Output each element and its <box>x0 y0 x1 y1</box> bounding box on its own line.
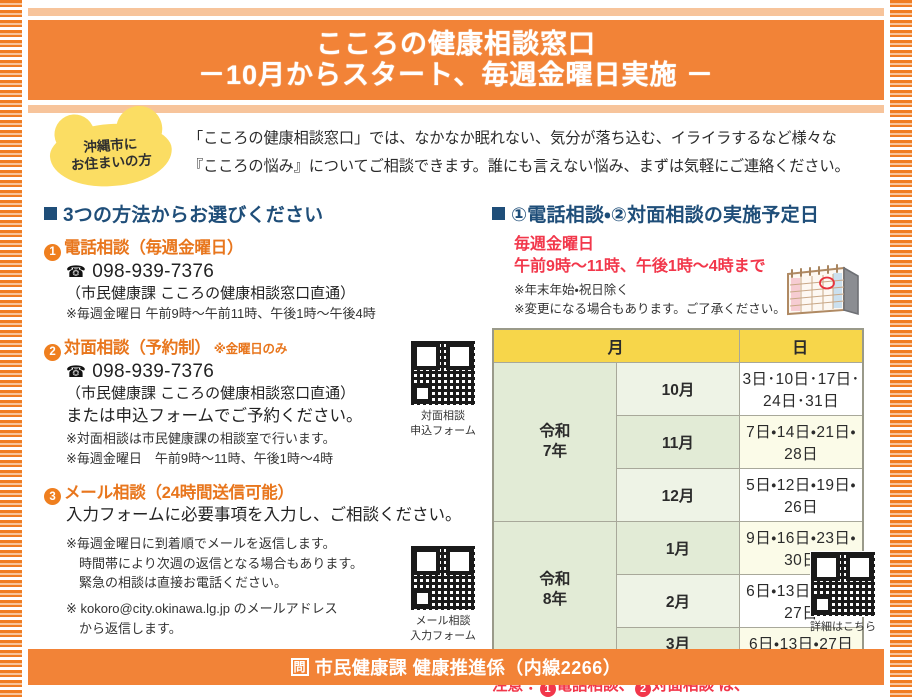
method-2-inperson: 2 対面相談（予約制） ※金曜日のみ ☎ 098-939-7376 （市民健康課… <box>44 334 478 469</box>
badge-line2: お住まいの方 <box>70 152 153 173</box>
number-badge-2-icon: 2 <box>44 343 61 361</box>
method-1-tel-number[interactable]: 098-939-7376 <box>92 260 215 282</box>
residency-cloud-badge: 沖縄市に お住まいの方 <box>47 119 175 191</box>
schedule-header-days: 日 <box>739 328 864 363</box>
method-3-note-3: 緊急の相談は直接お電話ください。 <box>79 575 288 591</box>
method-1-title: 電話相談（毎週金曜日） <box>64 239 244 257</box>
inquiry-icon: 問 <box>290 658 309 676</box>
method-2-note-2: ※毎週金曜日 午前9時～11時、午後1時～4時 <box>66 450 334 466</box>
schedule-note-1: ※年末年始・祝日除く <box>514 283 629 298</box>
footer-contact-bar: 問 市民健康課 健康推進係（内線2266） <box>28 649 884 685</box>
month-cell: 1月 <box>615 520 741 575</box>
number-badge-1-icon: 1 <box>44 243 61 261</box>
schedule-header-month: 月 <box>492 328 741 363</box>
header-peach-bar-top <box>28 8 884 16</box>
schedule-heading-block: 毎週金曜日 午前9時～11時、午後1時～4時まで ※年末年始・祝日除く ※変更に… <box>492 234 884 319</box>
method-1-note-1: ※毎週金曜日 午前9時～午前11時、午後1時～午後4時 <box>66 306 376 322</box>
qr-details-label: 詳細はこちら <box>810 621 876 634</box>
method-3-note-2: 時間帯により次週の返信となる場合もあります。 <box>79 555 364 571</box>
month-cell: 11月 <box>615 414 741 469</box>
intro-text: 「こころの健康相談窓口」では、なかなか眠れない、気分が落ち込む、イライラするなど… <box>188 125 880 181</box>
method-2-title: 対面相談（予約制） <box>64 339 211 357</box>
table-row: 11月 7日・14日・21日・28日 <box>493 414 864 469</box>
left-section-title: 3つの方法からお選びください <box>44 200 478 227</box>
year-cell-reiwa7: 令和 7年 <box>492 361 617 522</box>
method-2-note-1: ※対面相談は市民健康課の相談室で行います。 <box>66 431 336 446</box>
header-peach-bar-bottom <box>28 105 884 113</box>
qr-email-label-line2: 入力フォーム <box>410 629 476 642</box>
method-3-email: 3 メール相談（24時間送信可能） 入力フォームに必要事項を入力し、ご相談くださ… <box>44 479 478 639</box>
days-cell: 3日･10日･17日･24日･31日 <box>739 361 864 416</box>
right-column: ①電話相談・②対面相談の実施予定日 毎週金曜日 午前9時～11時、午後1時～4時… <box>478 200 884 698</box>
qr-email-input-form[interactable]: メール相談 入力フォーム <box>410 545 476 644</box>
number-badge-3-icon: 3 <box>44 488 61 505</box>
days-cell: 7日・14日・21日・28日 <box>739 414 864 469</box>
schedule-red-line1: 毎週金曜日 <box>514 236 595 253</box>
method-3-title: メール相談（24時間送信可能） <box>64 483 294 502</box>
table-row: 12月 5日・12日・19日・26日 <box>493 467 864 522</box>
left-column: 3つの方法からお選びください 1 電話相談（毎週金曜日） ☎ 098-939-7… <box>28 200 478 642</box>
footer-contact-text: 市民健康課 健康推進係（内線2266） <box>314 658 622 678</box>
method-2-heading: 2 対面相談（予約制） ※金曜日のみ <box>44 334 478 361</box>
intro-text-line2: 『こころの悩み』についてご相談できます。誰にも言えない悩み、まずは気軽にご連絡く… <box>188 158 850 176</box>
schedule-table-header-row: 月 日 <box>492 328 864 363</box>
qr-inperson-application-form[interactable]: 対面相談 申込フォーム <box>410 340 476 439</box>
decorative-right-border <box>890 0 912 699</box>
table-row: 令和 7年 10月 3日･10日･17日･24日･31日 <box>492 361 864 522</box>
method-3-form-instruction: 入力フォームに必要事項を入力し、ご相談ください。 <box>66 506 462 524</box>
method-2-subtitle: ※金曜日のみ <box>213 342 288 356</box>
qr-code-icon[interactable] <box>410 340 476 406</box>
header-title-line2: －10月からスタート、毎週金曜日実施 － <box>198 60 714 90</box>
method-2-tel-number[interactable]: 098-939-7376 <box>92 360 215 382</box>
schedule-red-line2: 午前9時～11時、午後1時～4時まで <box>514 258 766 276</box>
method-1-tel-line[interactable]: ☎ 098-939-7376 <box>66 261 478 283</box>
method-3-email-address-note: ※ kokoro@city.okinawa.lg.jp のメールアドレス <box>66 601 338 616</box>
qr-inperson-label-line2: 申込フォーム <box>410 424 476 437</box>
method-2-department: （市民健康課 こころの健康相談窓口直通） <box>66 384 356 402</box>
table-row: 令和 8年 1月 9日・16日・23日・30日 <box>492 520 864 660</box>
intro-section: 沖縄市に お住まいの方 「こころの健康相談窓口」では、なかなか眠れない、気分が落… <box>28 119 884 192</box>
left-section-title-label: 3つの方法からお選びください <box>63 205 324 226</box>
month-cell: 12月 <box>615 467 741 522</box>
square-bullet-icon <box>492 207 505 220</box>
qr-code-icon[interactable] <box>810 551 876 618</box>
number-badge-1-icon: 1 <box>539 681 556 698</box>
days-cell: 5日・12日・19日・26日 <box>739 467 864 522</box>
header-banner: こころの健康相談窓口 －10月からスタート、毎週金曜日実施 － <box>28 20 884 100</box>
qr-details-link[interactable]: 詳細はこちら <box>810 551 876 635</box>
right-section-title: ①電話相談・②対面相談の実施予定日 <box>492 200 884 227</box>
method-2-form-instruction: または申込フォームでご予約ください。 <box>66 407 363 426</box>
month-cell: 10月 <box>615 361 741 416</box>
right-section-title-label: ①電話相談・②対面相談の実施予定日 <box>511 205 820 226</box>
qr-inperson-label-line1: 対面相談 <box>421 410 465 422</box>
method-2-tel-line[interactable]: ☎ 098-939-7376 <box>66 361 478 383</box>
qr-code-icon[interactable] <box>410 545 476 611</box>
year-cell-reiwa8: 令和 8年 <box>492 520 617 660</box>
month-cell: 2月 <box>615 573 741 628</box>
intro-text-line1: 「こころの健康相談窓口」では、なかなか眠れない、気分が落ち込む、イライラするなど… <box>188 130 837 147</box>
decorative-left-border <box>0 0 22 699</box>
method-1-heading: 1 電話相談（毎週金曜日） <box>44 234 478 261</box>
schedule-note-2: ※変更になる場合もあります。ご了承ください。 <box>514 301 786 316</box>
header-title-line1: こころの健康相談窓口 <box>316 28 596 59</box>
qr-email-label-line1: メール相談 <box>415 615 471 627</box>
content-columns: 3つの方法からお選びください 1 電話相談（毎週金曜日） ☎ 098-939-7… <box>28 200 884 698</box>
number-badge-2-icon: 2 <box>635 681 652 698</box>
method-3-note-1: ※毎週金曜日に到着順でメールを返信します。 <box>66 535 336 551</box>
method-3-heading: 3 メール相談（24時間送信可能） <box>44 479 478 505</box>
square-bullet-icon <box>44 207 57 220</box>
telephone-icon: ☎ <box>66 263 87 281</box>
desk-calendar-illustration <box>787 264 859 316</box>
telephone-icon: ☎ <box>66 363 87 381</box>
method-3-note-5: から返信します。 <box>79 620 182 636</box>
method-1-department: （市民健康課 こころの健康相談窓口直通） <box>66 284 356 302</box>
method-1-phone: 1 電話相談（毎週金曜日） ☎ 098-939-7376 （市民健康課 こころの… <box>44 234 478 324</box>
schedule-table: 月 日 令和 7年 10月 3日･10日･17日･24日･31日 11月 7日・1… <box>492 327 864 660</box>
